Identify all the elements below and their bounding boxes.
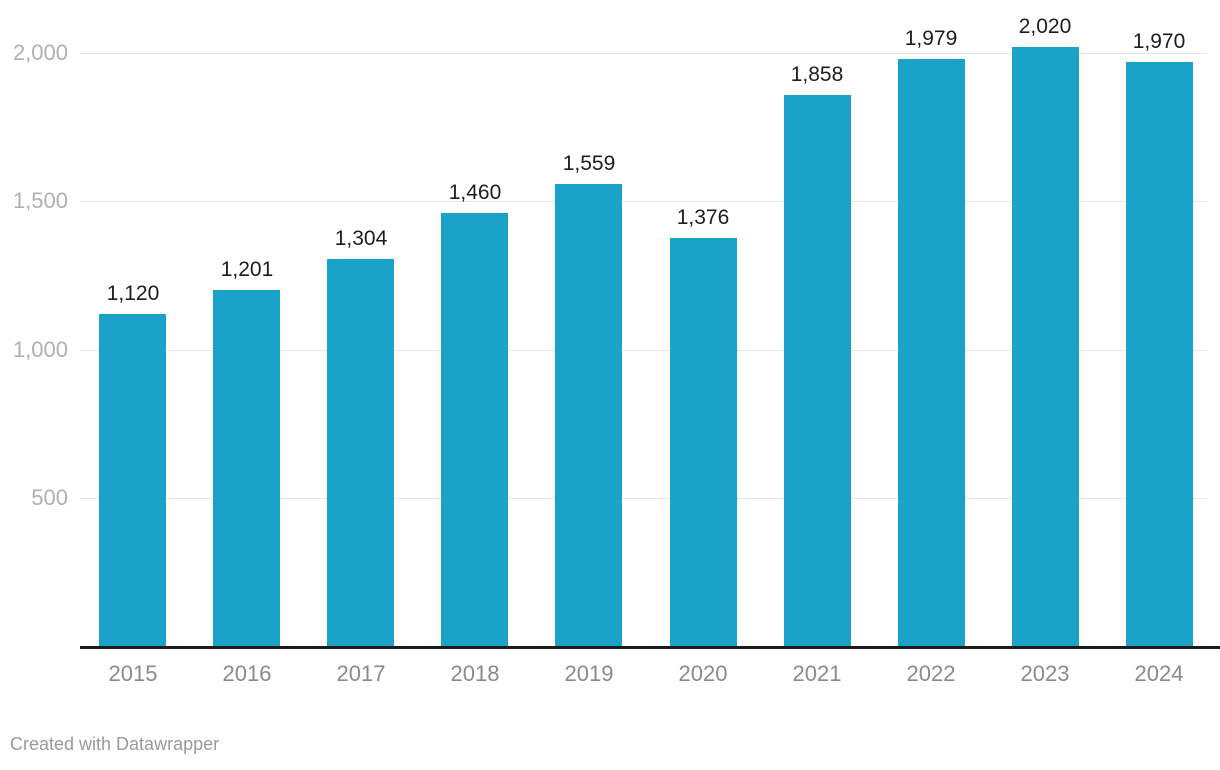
y-axis-tick-label: 1,000: [12, 337, 68, 362]
y-axis-tick-label: 1,500: [12, 188, 68, 213]
x-axis-category-label: 2019: [564, 661, 614, 686]
x-axis-category-label: 2021: [792, 661, 842, 686]
bar-value-label: 1,120: [106, 282, 160, 305]
bar-2018[interactable]: [441, 213, 508, 646]
bar-value-label: 1,979: [904, 27, 958, 50]
bar-value-label: 1,304: [334, 227, 388, 250]
x-axis-category-label: 2015: [108, 661, 158, 686]
gridline-500: [80, 498, 1207, 499]
bar-2020[interactable]: [670, 238, 737, 646]
x-axis-line: [80, 646, 1220, 649]
bar-value-label: 1,858: [790, 63, 844, 86]
bar-value-label: 1,376: [676, 206, 730, 229]
bar-value-label: 1,460: [448, 181, 502, 204]
bar-value-label: 2,020: [1018, 15, 1072, 38]
gridline-2,000: [80, 53, 1207, 54]
gridline-1,000: [80, 350, 1207, 351]
gridline-1,500: [80, 201, 1207, 202]
x-axis-category-label: 2022: [906, 661, 956, 686]
bar-2021[interactable]: [784, 95, 851, 646]
bar-2022[interactable]: [898, 59, 965, 646]
bar-value-label: 1,201: [220, 258, 274, 281]
y-axis-tick-label: 500: [31, 485, 68, 510]
datawrapper-attribution: Created with Datawrapper: [10, 734, 220, 754]
x-axis-category-label: 2020: [678, 661, 728, 686]
x-axis-category-label: 2023: [1020, 661, 1070, 686]
y-axis-tick-label: 2,000: [12, 40, 68, 65]
x-axis-category-label: 2016: [222, 661, 272, 686]
bar-2023[interactable]: [1012, 47, 1079, 646]
bar-2017[interactable]: [327, 259, 394, 646]
x-axis-category-label: 2018: [450, 661, 500, 686]
bar-2019[interactable]: [555, 184, 622, 646]
bar-2015[interactable]: [99, 314, 166, 646]
bar-2016[interactable]: [213, 290, 280, 646]
bar-2024[interactable]: [1126, 62, 1193, 646]
bar-value-label: 1,559: [562, 152, 616, 175]
bar-value-label: 1,970: [1132, 30, 1186, 53]
x-axis-category-label: 2024: [1134, 661, 1184, 686]
x-axis-category-label: 2017: [336, 661, 386, 686]
